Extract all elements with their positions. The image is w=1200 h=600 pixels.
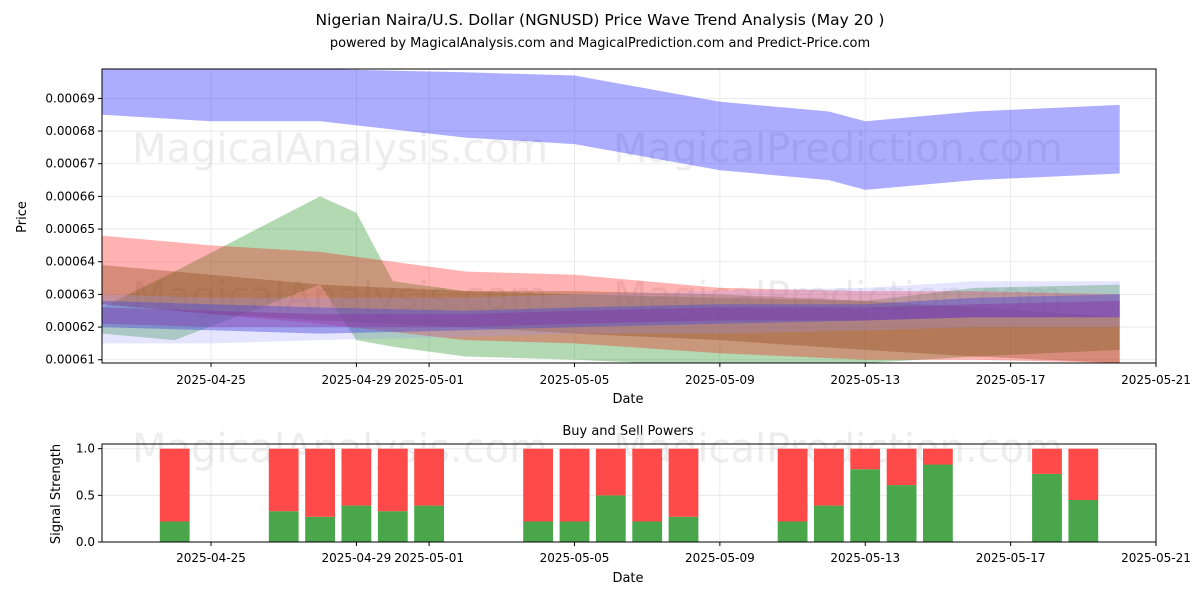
price-x-tick-label: 2025-04-25 bbox=[176, 373, 246, 387]
price-wave-band-0 bbox=[102, 69, 1120, 190]
watermark: MagicalPrediction.com bbox=[613, 274, 1063, 320]
buy-bar bbox=[814, 505, 844, 542]
price-y-axis-label: Price bbox=[15, 201, 30, 233]
price-x-axis-label: Date bbox=[612, 392, 643, 407]
sell-bar bbox=[559, 448, 590, 522]
signal-x-tick-label: 2025-05-01 bbox=[394, 551, 464, 565]
price-wave-band-5 bbox=[102, 300, 1120, 328]
price-x-tick-label: 2025-05-01 bbox=[394, 373, 464, 387]
price-plot-frame bbox=[101, 68, 1157, 364]
sell-bar bbox=[777, 448, 808, 522]
price-y-tick-label: 0.00066 bbox=[45, 189, 95, 203]
sell-bar bbox=[377, 448, 408, 512]
buy-bar bbox=[559, 521, 590, 542]
sell-bar bbox=[850, 448, 881, 470]
buy-bar bbox=[341, 505, 372, 542]
signal-x-tick-label: 2025-05-13 bbox=[830, 551, 900, 565]
buy-bar bbox=[632, 521, 663, 542]
sell-bar bbox=[414, 448, 444, 506]
price-y-tick-label: 0.00069 bbox=[45, 91, 95, 105]
signal-x-axis-label: Date bbox=[612, 571, 643, 586]
buy-bar bbox=[1032, 473, 1062, 542]
sell-bar bbox=[595, 448, 626, 496]
buy-bar bbox=[668, 516, 699, 542]
sell-bar bbox=[341, 448, 372, 506]
price-wave-plot: MagicalAnalysis.com MagicalPrediction.com… bbox=[45, 68, 1191, 387]
price-y-tick-label: 0.00067 bbox=[45, 157, 95, 171]
sell-bar bbox=[1068, 448, 1099, 500]
signal-x-tick-label: 2025-05-21 bbox=[1121, 551, 1191, 565]
sell-bar bbox=[886, 448, 917, 486]
chart-subtitle: powered by MagicalAnalysis.com and Magic… bbox=[330, 36, 870, 51]
watermark: MagicalPrediction.com bbox=[613, 126, 1063, 172]
buy-bar bbox=[595, 495, 626, 542]
buy-bar bbox=[923, 464, 953, 542]
price-wave-band-2 bbox=[102, 235, 1120, 363]
buy-bar bbox=[886, 485, 917, 542]
watermark: MagicalAnalysis.com bbox=[132, 126, 548, 172]
price-x-tick-label: 2025-05-17 bbox=[976, 373, 1046, 387]
watermark: MagicalAnalysis.com bbox=[132, 274, 548, 320]
price-x-tick-label: 2025-05-21 bbox=[1121, 373, 1191, 387]
signal-x-tick-label: 2025-04-29 bbox=[322, 551, 392, 565]
signal-plot-frame bbox=[101, 443, 1157, 543]
buy-bar bbox=[159, 521, 190, 542]
signal-y-tick-label: 1.0 bbox=[76, 442, 95, 456]
price-wave-band-3 bbox=[102, 265, 1120, 363]
buy-bar bbox=[1068, 500, 1099, 542]
signal-x-tick-label: 2025-04-25 bbox=[176, 551, 246, 565]
signal-x-tick-label: 2025-05-05 bbox=[540, 551, 610, 565]
price-wave-band-6 bbox=[102, 281, 1120, 344]
price-y-tick-label: 0.00061 bbox=[45, 353, 95, 367]
price-wave-band-1 bbox=[102, 196, 1120, 363]
buy-bar bbox=[523, 521, 553, 542]
sell-bar bbox=[923, 448, 953, 465]
price-y-tick-label: 0.00062 bbox=[45, 320, 95, 334]
buy-sell-title: Buy and Sell Powers bbox=[562, 424, 693, 439]
sell-bar bbox=[814, 448, 844, 506]
buy-bar bbox=[777, 521, 808, 542]
signal-x-tick-label: 2025-05-09 bbox=[685, 551, 755, 565]
price-x-tick-label: 2025-05-05 bbox=[540, 373, 610, 387]
buy-bar bbox=[414, 505, 444, 542]
chart-title: Nigerian Naira/U.S. Dollar (NGNUSD) Pric… bbox=[316, 11, 885, 29]
buy-bar bbox=[305, 516, 335, 542]
sell-bar bbox=[268, 448, 299, 512]
price-x-tick-label: 2025-05-13 bbox=[830, 373, 900, 387]
sell-bar bbox=[159, 448, 190, 522]
price-y-tick-label: 0.00064 bbox=[45, 255, 95, 269]
buy-bar bbox=[850, 469, 881, 542]
price-y-tick-label: 0.00063 bbox=[45, 287, 95, 301]
price-x-tick-label: 2025-04-29 bbox=[322, 373, 392, 387]
price-y-tick-label: 0.00065 bbox=[45, 222, 95, 236]
signal-y-tick-label: 0.5 bbox=[76, 488, 95, 502]
buy-bar bbox=[268, 511, 299, 542]
price-wave-band-4 bbox=[102, 294, 1120, 334]
sell-bar bbox=[632, 448, 663, 522]
price-y-tick-label: 0.00068 bbox=[45, 124, 95, 138]
price-x-tick-label: 2025-05-09 bbox=[685, 373, 755, 387]
sell-bar bbox=[305, 448, 335, 517]
signal-y-tick-label: 0.0 bbox=[76, 535, 95, 549]
sell-bar bbox=[523, 448, 553, 522]
sell-bar bbox=[1032, 448, 1062, 474]
signal-y-axis-label: Signal Strength bbox=[49, 444, 64, 544]
sell-bar bbox=[668, 448, 699, 517]
signal-x-tick-label: 2025-05-17 bbox=[976, 551, 1046, 565]
buy-sell-plot: MagicalAnalysis.comMagicalPrediction.com… bbox=[76, 426, 1191, 565]
watermark: MagicalAnalysis.com bbox=[132, 426, 548, 472]
buy-bar bbox=[377, 511, 408, 542]
